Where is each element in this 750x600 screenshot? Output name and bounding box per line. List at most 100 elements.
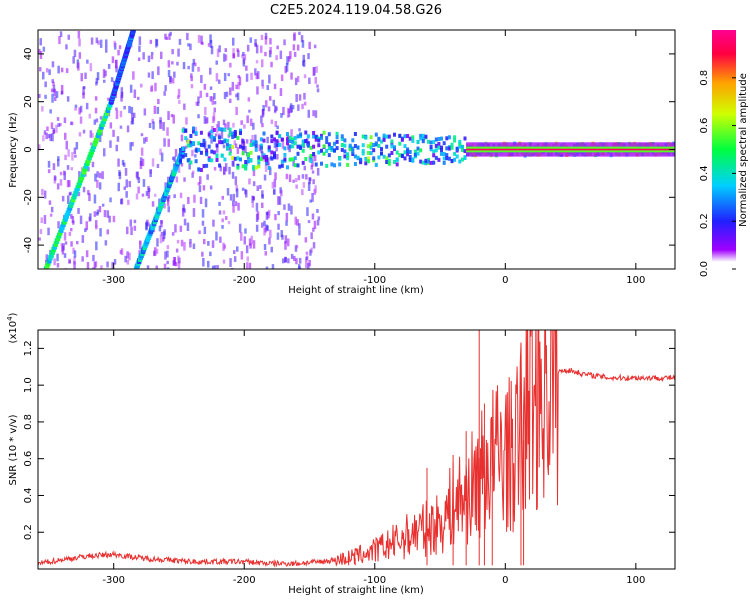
heatmap-cell	[250, 72, 253, 80]
heatmap-band-cell	[239, 157, 242, 162]
heatmap-band-cell	[218, 135, 222, 140]
heatmap-band-cell	[278, 134, 282, 139]
heatmap-cell	[276, 125, 279, 130]
heatmap-band-cell	[233, 131, 237, 136]
chart-title: C2E5.2024.119.04.58.G26	[270, 3, 442, 18]
heatmap-band-cell	[215, 158, 219, 162]
heatmap-band-cell	[424, 134, 428, 139]
heatmap-cell	[73, 261, 76, 269]
heatmap-band-cell	[280, 163, 284, 168]
heatmap-band-cell	[403, 150, 407, 155]
heatmap-cell	[235, 184, 238, 192]
heatmap-cell	[218, 79, 221, 84]
heatmap-band-cell	[226, 146, 229, 151]
heatmap-band-cell	[330, 162, 334, 167]
heatmap-cell	[96, 209, 100, 215]
heatmap-band-cell	[333, 148, 336, 153]
heatmap-cell	[54, 96, 57, 101]
heatmap-cell	[120, 95, 123, 102]
heatmap-band-cell	[306, 134, 310, 139]
heatmap-cell	[149, 169, 152, 178]
heatmap-cell	[316, 219, 320, 226]
heatmap-cell	[78, 38, 81, 47]
heatmap-cell	[224, 54, 228, 61]
heatmap-cell	[90, 37, 94, 45]
heatmap-band-cell	[380, 139, 383, 144]
heatmap-cell	[180, 162, 184, 167]
heatmap-cell	[309, 199, 312, 203]
heatmap-cell	[183, 103, 186, 110]
heatmap-cell	[196, 101, 200, 106]
heatmap-cell	[113, 40, 116, 48]
heatmap-cell	[218, 201, 221, 206]
bottom-x-axis-label: Height of straight line (km)	[288, 585, 424, 596]
heatmap-cell	[307, 182, 311, 191]
heatmap-band-cell	[455, 154, 459, 159]
heatmap-cell	[246, 44, 250, 52]
heatmap-cell	[294, 77, 298, 86]
heatmap-cell	[293, 51, 297, 57]
heatmap-cell	[94, 107, 98, 114]
heatmap-band-cell	[346, 162, 350, 167]
heatmap-cell	[78, 107, 81, 115]
heatmap-band-cell	[218, 140, 222, 145]
heatmap-band-cell	[421, 139, 425, 144]
heatmap-band-cell	[340, 137, 344, 142]
heatmap-cell	[119, 110, 123, 118]
heatmap-cell	[242, 147, 245, 155]
heatmap-band-cell	[283, 157, 287, 162]
heatmap-cell	[147, 222, 150, 227]
heatmap-cell	[205, 117, 209, 124]
heatmap-band-cell	[416, 151, 420, 156]
heatmap-band-cell	[296, 151, 300, 156]
heatmap-band-cell	[338, 156, 342, 161]
heatmap-cell	[288, 174, 292, 183]
heatmap-cell	[245, 65, 248, 71]
heatmap-cell	[143, 108, 147, 116]
heatmap-cell	[78, 171, 81, 180]
heatmap-cell	[166, 250, 169, 258]
heatmap-cell	[301, 189, 304, 195]
heatmap-cell	[282, 258, 285, 264]
heatmap-cell	[229, 98, 232, 103]
heatmap-cell	[165, 36, 168, 40]
heatmap-cell	[193, 194, 196, 203]
heatmap-cell	[243, 236, 246, 245]
heatmap-band-cell	[351, 146, 355, 151]
heatmap-cell	[212, 116, 215, 124]
heatmap-cell	[275, 147, 278, 152]
heatmap-cell	[260, 45, 263, 53]
heatmap-cell	[191, 63, 195, 72]
top-y-tick-label: -20	[23, 189, 34, 205]
heatmap-cell	[243, 124, 246, 129]
heatmap-cell	[145, 136, 148, 142]
heatmap-band-cell	[259, 137, 263, 142]
heatmap-band-cell	[270, 156, 274, 161]
heatmap-cell	[72, 247, 75, 254]
colorbar-tick-label: 0.8	[699, 70, 710, 86]
heatmap-cell	[99, 116, 103, 120]
heatmap-cell	[47, 169, 51, 174]
heatmap-cell	[73, 250, 77, 258]
heatmap-band-cell	[387, 158, 391, 163]
heatmap-cell	[145, 190, 149, 196]
heatmap-cell	[233, 140, 236, 145]
heatmap-band-cell	[432, 149, 436, 154]
heatmap-cell	[194, 127, 197, 131]
heatmap-cell	[281, 142, 285, 149]
heatmap-band-cell	[403, 144, 407, 149]
heatmap-band-cell	[199, 130, 203, 135]
heatmap-band-cell	[429, 145, 433, 149]
heatmap-band-cell	[265, 154, 269, 159]
heatmap-cell	[183, 177, 186, 182]
heatmap-band-cell	[398, 153, 402, 158]
heatmap-cell	[229, 258, 232, 267]
heatmap-cell	[265, 100, 268, 108]
heatmap-cell	[105, 46, 108, 53]
heatmap-cell	[64, 241, 68, 245]
heatmap-cell	[254, 39, 257, 46]
heatmap-cell	[255, 202, 259, 212]
heatmap-cell	[133, 225, 137, 231]
heatmap-cell	[117, 49, 120, 56]
heatmap-cell	[169, 76, 172, 84]
